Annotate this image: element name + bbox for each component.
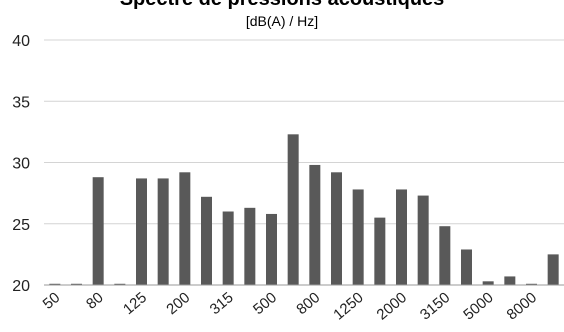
bar-63 [71,283,82,285]
y-tick-label: 30 [12,156,30,173]
bar-250 [201,196,212,285]
x-tick-label: 800 [293,289,323,318]
x-tick-label: 315 [207,289,237,318]
y-tick-label: 40 [12,33,30,50]
x-tick-label: 5000 [460,289,496,323]
bar-80 [92,177,104,285]
bar-10000 [547,254,559,285]
y-tick-label: 35 [12,94,30,111]
bar-315 [222,211,234,285]
bar-100 [114,283,126,285]
x-tick-label: 2000 [374,289,410,323]
bar-5000 [482,281,494,285]
bar-160 [157,178,169,285]
gridlines [44,39,564,225]
bar-1250 [352,189,364,285]
chart-title: Spectre de pressions acoustiques [120,0,445,10]
bar-1000 [331,172,342,285]
y-axis-ticks: 20 25 30 35 40 [12,33,30,295]
x-tick-label: 3150 [417,289,453,323]
x-tick-label: 200 [163,289,193,318]
bar-6300 [504,276,516,285]
x-tick-label: 125 [120,289,150,318]
x-tick-label: 8000 [504,289,540,323]
bar-3150 [439,226,451,285]
bar-800 [309,164,321,285]
x-tick-label: 500 [250,289,280,318]
bar-200 [179,172,191,285]
chart-subtitle: [dB(A) / Hz] [246,13,318,29]
y-tick-label: 25 [12,217,30,234]
x-axis-ticks: 50 80 125 200 315 500 800 1250 2000 3150 5000 8000 [40,289,540,323]
bars [49,134,559,285]
bar-2500 [417,195,429,285]
bar-400 [244,207,256,285]
bar-500 [266,213,277,285]
x-tick-label: 50 [40,289,64,313]
bar-4000 [461,249,472,285]
x-tick-label: 80 [83,289,107,313]
bar-630 [287,134,299,285]
bar-50 [49,283,61,285]
bar-1600 [374,217,386,285]
bar-8000 [526,283,537,285]
bar-125 [136,178,147,285]
bar-2000 [396,189,407,285]
y-tick-label: 20 [12,278,30,295]
x-tick-label: 1250 [330,289,366,323]
